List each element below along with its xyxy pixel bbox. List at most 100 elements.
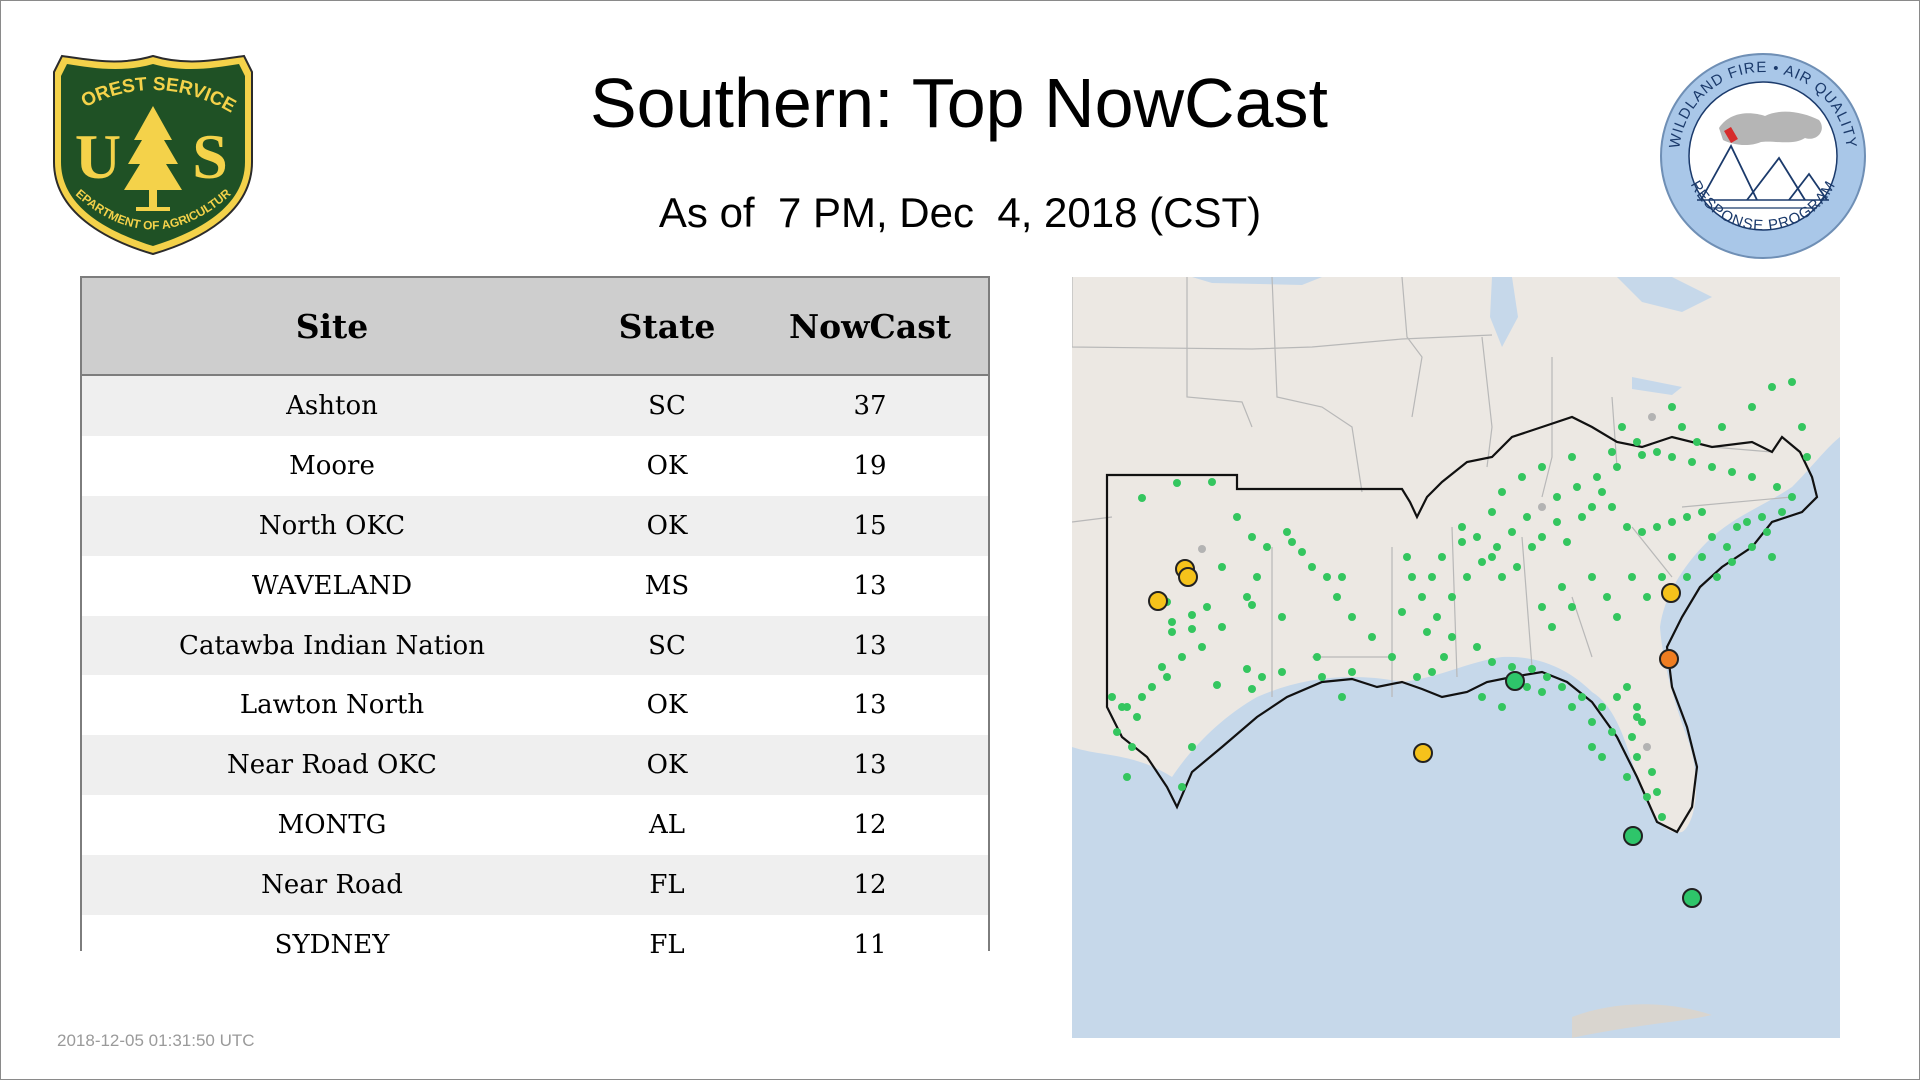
monitor-dot <box>1508 528 1516 536</box>
pine-tree-icon <box>124 106 182 190</box>
monitor-dot <box>1523 513 1531 521</box>
monitor-dot <box>1788 378 1796 386</box>
page-title: Southern: Top NowCast <box>589 64 1328 142</box>
monitor-dot <box>1748 543 1756 551</box>
monitor-dot <box>1668 403 1676 411</box>
table-row: Near Road OKC OK 13 <box>82 735 988 796</box>
monitor-dot <box>1138 494 1146 502</box>
cell-site: Lawton North <box>82 675 582 736</box>
monitor-dot <box>1598 753 1606 761</box>
header-site: Site <box>82 278 582 376</box>
monitor-dot <box>1513 563 1521 571</box>
cell-state: AL <box>582 795 752 856</box>
monitor-dot <box>1333 593 1341 601</box>
monitor-dot <box>1428 668 1436 676</box>
monitor-dot <box>1628 573 1636 581</box>
cell-state: MS <box>582 555 752 616</box>
monitor-highlight-dot <box>1148 591 1168 611</box>
monitor-dot <box>1208 478 1216 486</box>
monitor-dot <box>1643 743 1651 751</box>
header-state: State <box>582 278 752 376</box>
monitor-dot <box>1558 583 1566 591</box>
monitor-dot <box>1588 503 1596 511</box>
monitor-highlight-dot <box>1623 826 1643 846</box>
monitor-dot <box>1648 768 1656 776</box>
monitor-dot <box>1308 563 1316 571</box>
monitor-dot <box>1658 813 1666 821</box>
cell-state: OK <box>582 495 752 556</box>
monitor-dot <box>1803 453 1811 461</box>
monitor-dot <box>1178 783 1186 791</box>
monitor-dot <box>1173 479 1181 487</box>
fs-letter-u: U <box>75 121 121 192</box>
monitor-dot <box>1418 593 1426 601</box>
generated-timestamp: 2018-12-05 01:31:50 UTC <box>57 1031 255 1050</box>
forest-service-logo: FOREST SERVICE U S DEPARTMENT OF AGRICUL… <box>50 52 253 256</box>
monitor-dot <box>1283 528 1291 536</box>
monitor-dot <box>1113 728 1121 736</box>
monitor-dot <box>1683 573 1691 581</box>
monitor-dot <box>1188 625 1196 633</box>
monitor-dot <box>1603 593 1611 601</box>
table-row: WAVELAND MS 13 <box>82 555 988 616</box>
monitor-dot <box>1623 773 1631 781</box>
monitor-dot <box>1688 458 1696 466</box>
monitor-dot <box>1488 508 1496 516</box>
table-row: Moore OK 19 <box>82 435 988 496</box>
monitor-dot <box>1498 703 1506 711</box>
monitor-dot <box>1348 613 1356 621</box>
monitor-dot <box>1258 673 1266 681</box>
monitor-dot <box>1118 703 1126 711</box>
monitor-dot <box>1168 628 1176 636</box>
monitor-dot <box>1568 703 1576 711</box>
cell-nowcast: 37 <box>752 375 988 436</box>
monitor-dot <box>1263 543 1271 551</box>
monitor-dot <box>1538 533 1546 541</box>
monitor-dot <box>1128 743 1136 751</box>
monitor-dot <box>1488 658 1496 666</box>
monitor-highlight-dot <box>1178 567 1198 587</box>
monitor-dot <box>1148 683 1156 691</box>
monitor-dot <box>1658 573 1666 581</box>
monitor-dot <box>1718 423 1726 431</box>
fs-letter-s: S <box>192 121 228 192</box>
map-water-gulf-atlantic <box>1072 437 1840 1038</box>
monitor-dot <box>1438 553 1446 561</box>
cell-nowcast: 13 <box>752 735 988 796</box>
monitor-dot <box>1338 573 1346 581</box>
cell-nowcast: 15 <box>752 495 988 556</box>
monitor-dot <box>1678 423 1686 431</box>
monitor-dot <box>1493 543 1501 551</box>
monitor-dot <box>1558 683 1566 691</box>
monitor-dot <box>1683 513 1691 521</box>
nowcast-table: Site State NowCast Ashton SC 37 Moore OK… <box>80 276 990 975</box>
monitor-dot <box>1768 383 1776 391</box>
monitor-dot <box>1638 718 1646 726</box>
monitor-dot <box>1653 523 1661 531</box>
monitor-dot <box>1613 693 1621 701</box>
monitor-dot <box>1403 553 1411 561</box>
table-header-row: Site State NowCast <box>82 278 988 376</box>
monitor-dot <box>1538 463 1546 471</box>
monitor-dot <box>1748 403 1756 411</box>
monitor-dot <box>1253 573 1261 581</box>
monitor-dot <box>1553 518 1561 526</box>
monitor-dot <box>1178 653 1186 661</box>
monitor-dot <box>1198 643 1206 651</box>
monitor-highlight-dot <box>1661 583 1681 603</box>
monitor-dot <box>1213 681 1221 689</box>
monitor-dot <box>1313 653 1321 661</box>
monitor-dot <box>1538 503 1546 511</box>
monitor-dot <box>1568 603 1576 611</box>
monitor-dot <box>1428 573 1436 581</box>
header-nowcast: NowCast <box>752 278 988 376</box>
cell-nowcast: 12 <box>752 795 988 856</box>
monitor-dot <box>1548 623 1556 631</box>
monitor-dot <box>1538 603 1546 611</box>
monitor-dot <box>1278 668 1286 676</box>
page-subtitle: As of 7 PM, Dec 4, 2018 (CST) <box>658 189 1262 236</box>
table-row: Catawba Indian Nation SC 13 <box>82 615 988 676</box>
monitor-dot <box>1248 685 1256 693</box>
monitor-dot <box>1158 663 1166 671</box>
table-row: SYDNEY FL 11 <box>82 915 988 975</box>
